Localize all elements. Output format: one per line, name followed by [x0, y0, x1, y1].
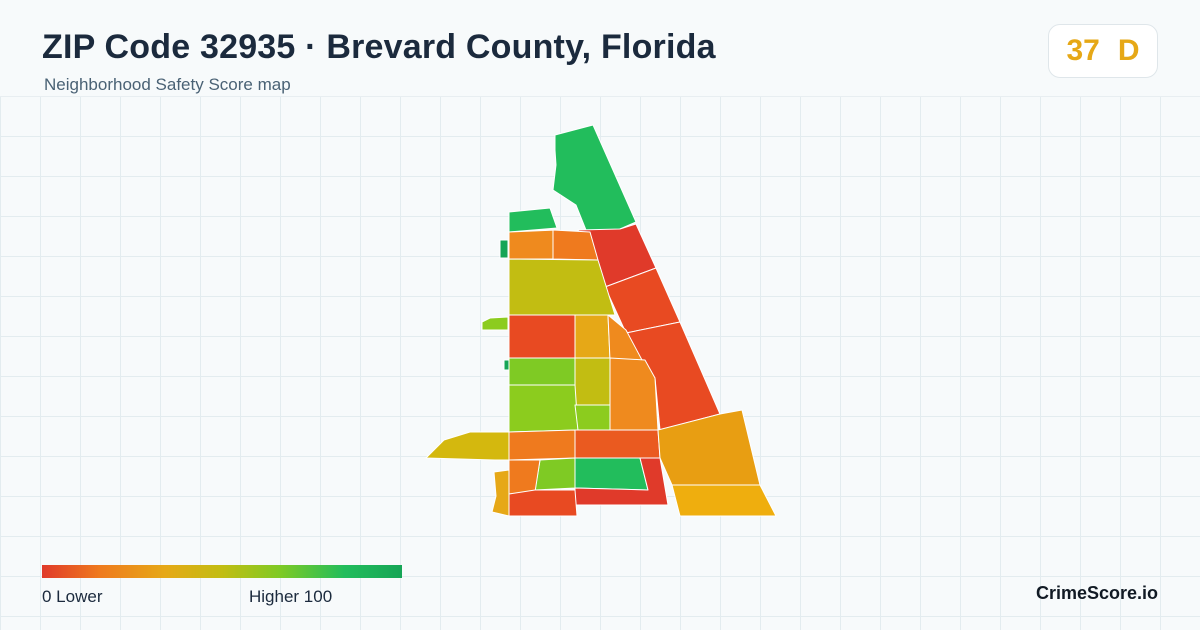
region-west-arm[interactable] — [425, 431, 510, 461]
brand-logo-text: CrimeScore.io — [1035, 583, 1158, 603]
region-west-green-2[interactable] — [508, 384, 579, 433]
page-title: ZIP Code 32935 · Brevard County, Florida — [42, 28, 716, 66]
score-value: 37 — [1066, 34, 1100, 67]
region-south-green[interactable] — [574, 457, 649, 491]
region-islet-1[interactable] — [499, 239, 509, 259]
region-south-west-small[interactable] — [508, 459, 541, 495]
region-mid-yellow[interactable] — [574, 314, 611, 359]
region-islet-2[interactable] — [481, 316, 509, 331]
legend-high-label: Higher 100 — [249, 587, 333, 606]
region-center-olive[interactable] — [574, 357, 611, 406]
region-north-west[interactable] — [508, 229, 558, 260]
region-west-green-1[interactable] — [508, 357, 576, 386]
region-west-green-3[interactable] — [574, 404, 611, 431]
score-grade: D — [1117, 34, 1140, 67]
region-islet-4[interactable] — [491, 469, 510, 517]
region-south-mid-red[interactable] — [574, 429, 661, 459]
region-west-red[interactable] — [508, 314, 576, 359]
header — [0, 0, 1200, 97]
region-south-bottom-orange[interactable] — [508, 489, 578, 517]
region-south-west-orange[interactable] — [508, 429, 576, 461]
page-subtitle: Neighborhood Safety Score map — [44, 75, 291, 94]
region-south-lime[interactable] — [534, 457, 576, 491]
region-islet-3[interactable] — [503, 359, 510, 371]
region-big-olive[interactable] — [508, 258, 616, 316]
region-north-beach-strip[interactable] — [552, 124, 637, 237]
score-badge: 37 D — [1048, 24, 1158, 78]
region-southeast-amber-2[interactable] — [671, 484, 777, 517]
legend-low-label: 0 Lower — [42, 587, 103, 606]
region-nw-corner[interactable] — [508, 207, 558, 233]
legend-gradient-bar — [42, 565, 402, 578]
